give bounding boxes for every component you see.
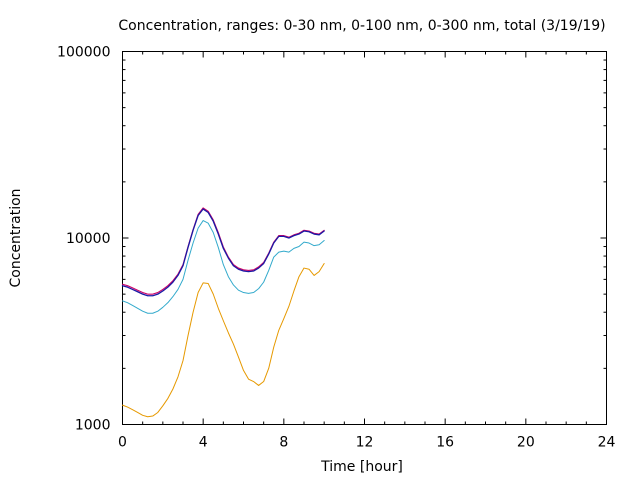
series-layer [121, 207, 325, 418]
y-tick-label: 10000 [66, 231, 111, 247]
series-line-0 [121, 208, 325, 297]
x-tick-label: 0 [118, 435, 127, 451]
x-tick-label: 20 [517, 435, 535, 451]
series-line-3 [122, 262, 325, 418]
x-tick-label: 16 [436, 435, 454, 451]
x-tick-label: 24 [598, 435, 616, 451]
series-line-2 [122, 220, 325, 314]
x-axis-ticks [122, 51, 607, 425]
chart-title: Concentration, ranges: 0-30 nm, 0-100 nm… [118, 18, 605, 34]
x-tick-label: 12 [356, 435, 374, 451]
x-tick-label: 4 [199, 435, 208, 451]
y-axis-label: Concentration [8, 188, 24, 287]
y-axis-tick-labels: 1000 10000 100000 [57, 45, 110, 434]
x-tick-label: 8 [279, 435, 288, 451]
y-axis-ticks [122, 51, 607, 425]
x-axis-tick-labels: 0 4 8 12 16 20 24 [118, 435, 615, 451]
x-axis-label: Time [hour] [320, 459, 403, 475]
series-line-1 [121, 207, 325, 295]
y-tick-label: 1000 [75, 418, 111, 434]
y-tick-label: 100000 [57, 45, 110, 61]
